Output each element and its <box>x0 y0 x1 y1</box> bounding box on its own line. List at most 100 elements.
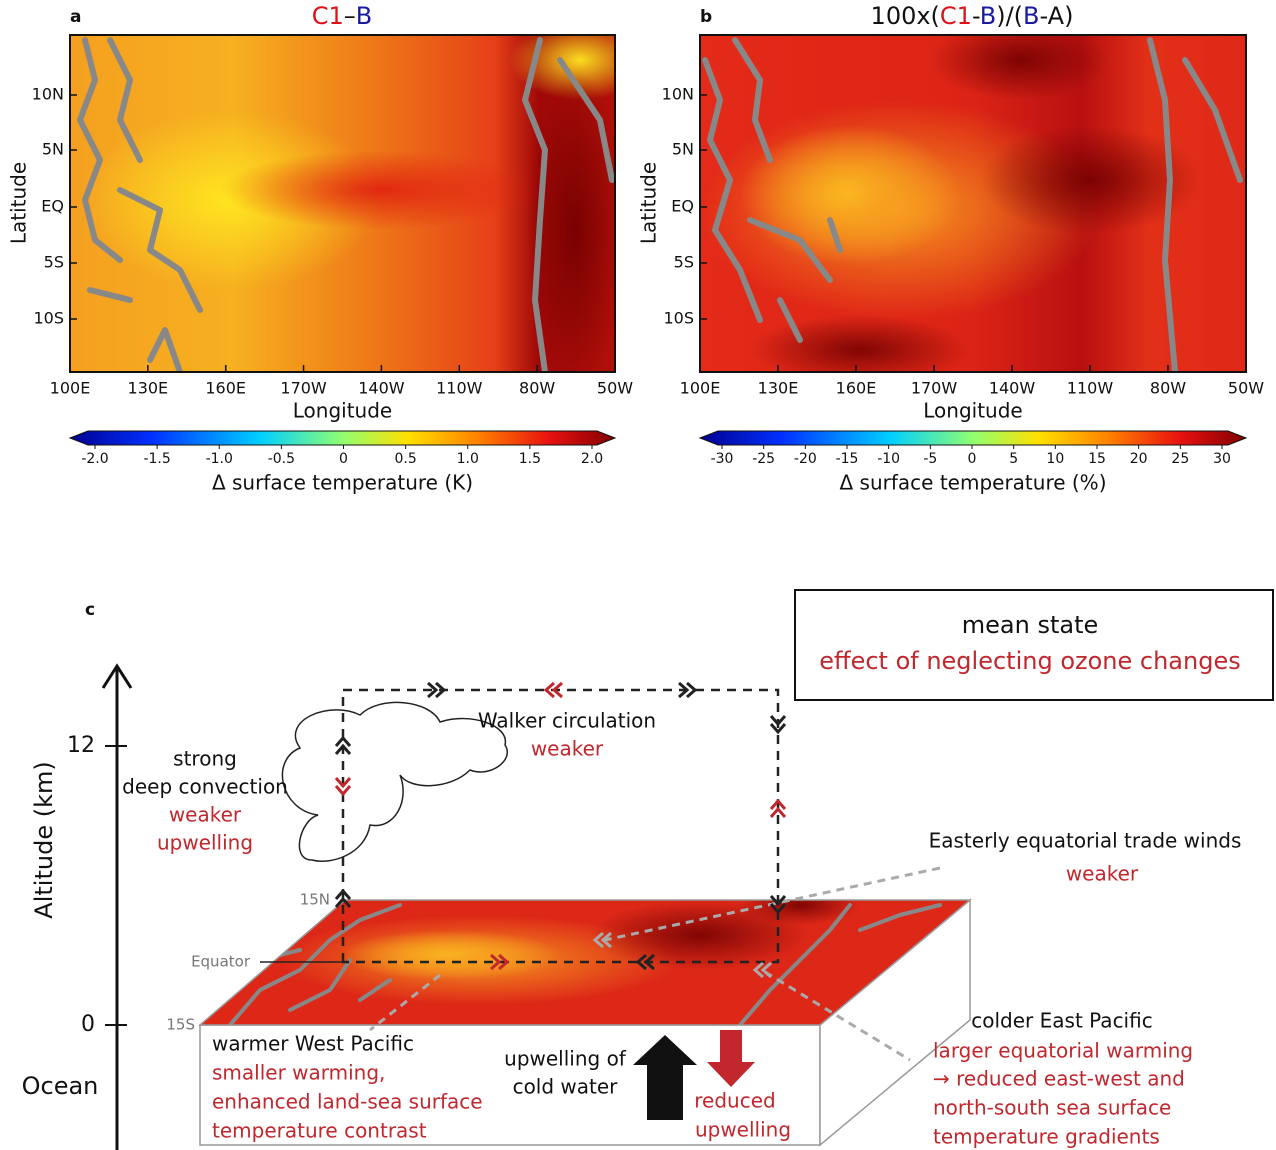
colorbar-tick-label: -10 <box>877 451 900 467</box>
chevron <box>592 931 612 949</box>
axis-label: Latitude <box>7 162 31 244</box>
chevron-stroke <box>769 903 787 915</box>
annotation: → reduced east-west and <box>933 1067 1185 1091</box>
y-tick-label: 10N <box>662 85 694 104</box>
x-tick-label: 160E <box>205 379 246 398</box>
title-part: -A) <box>1040 2 1074 30</box>
reduced-arrow <box>707 1030 755 1087</box>
annotation: Equator <box>191 953 251 971</box>
panel-title: C1–B <box>312 2 373 30</box>
chevron-stroke <box>334 735 352 747</box>
colorbar-tick-label: 0 <box>339 451 348 467</box>
legend-text: effect of neglecting ozone changes <box>819 647 1240 675</box>
x-tick-label: 140W <box>989 379 1036 398</box>
annotation: temperature gradients <box>933 1125 1160 1149</box>
colorbar-tick-label: 15 <box>1088 451 1106 467</box>
colorbar-tick-label: -30 <box>711 451 734 467</box>
colorbar-tick-label: 20 <box>1130 451 1148 467</box>
x-tick-label: 130E <box>128 379 169 398</box>
colorbar-tick-label: 5 <box>1009 451 1018 467</box>
x-tick-label: 100E <box>680 379 721 398</box>
annotation: temperature contrast <box>212 1119 427 1143</box>
annotation: larger equatorial warming <box>933 1039 1193 1063</box>
y-tick-label: 5N <box>672 140 694 159</box>
chevron-stroke <box>334 777 352 789</box>
annotation: smaller warming, <box>212 1061 385 1085</box>
x-tick-label: 50W <box>597 379 633 398</box>
colorbar <box>698 430 1248 446</box>
chevron <box>427 681 447 699</box>
colorbar-tick-label: 10 <box>1046 451 1064 467</box>
y-tick-label: 5S <box>44 253 64 272</box>
x-tick-label: 170W <box>911 379 958 398</box>
colorbar-tick-label: -15 <box>836 451 859 467</box>
panel-label: a <box>70 7 81 27</box>
annotation: weaker <box>531 737 604 761</box>
chevron-stroke <box>334 785 352 797</box>
chevron-stroke <box>686 681 698 699</box>
x-tick-label: 110W <box>436 379 483 398</box>
colorbar-tick-label: -20 <box>794 451 817 467</box>
annotation: Walker circulation <box>478 709 656 733</box>
annotation: north-south sea surface <box>933 1096 1171 1120</box>
chevron-stroke <box>678 681 690 699</box>
colorbar <box>68 430 617 446</box>
title-part: C1 <box>312 2 344 30</box>
chevron-stroke <box>543 681 555 699</box>
colorbar-tick-label: -1.5 <box>143 451 170 467</box>
chevron-stroke <box>643 953 655 971</box>
y-tick-label: 10S <box>33 309 64 328</box>
x-tick-label: 110W <box>1067 379 1114 398</box>
chevron <box>678 681 698 699</box>
box-top-edge <box>197 899 973 1026</box>
annotation: colder East Pacific <box>971 1009 1152 1033</box>
x-tick-label: 50W <box>1228 379 1264 398</box>
chevron <box>752 961 772 979</box>
colorbar-tick-label: 0 <box>968 451 977 467</box>
chevron-stroke <box>435 681 447 699</box>
chevron-stroke <box>752 961 764 979</box>
upwelling-arrow <box>633 1035 697 1120</box>
y-tick-label: EQ <box>671 197 694 216</box>
title-part: – <box>344 2 356 30</box>
chevron-stroke <box>769 895 787 907</box>
chevron <box>635 953 655 971</box>
axis-label: Longitude <box>923 399 1022 423</box>
chevron-stroke <box>769 723 787 735</box>
legend-text: mean state <box>962 611 1099 639</box>
x-tick-label: 100E <box>50 379 91 398</box>
chevron <box>543 681 563 699</box>
chevron-stroke <box>600 931 612 949</box>
plot-frame <box>699 34 1247 373</box>
chevron-stroke <box>592 931 604 949</box>
colorbar-tick-label: 25 <box>1171 451 1189 467</box>
walker-loop <box>341 688 780 964</box>
colorbar-tick-label: -2.0 <box>81 451 108 467</box>
chevron-stroke <box>334 888 352 900</box>
chevron-stroke <box>334 743 352 755</box>
x-tick-label: 80W <box>519 379 555 398</box>
chevron-stroke <box>490 953 502 971</box>
annotation: weaker <box>169 803 242 827</box>
axis-tick-label: 12 <box>67 733 95 758</box>
annotation: deep convection <box>122 775 288 799</box>
plot-frame <box>69 34 616 373</box>
colorbar-tick-label: 1.5 <box>519 451 541 467</box>
annotation: weaker <box>1066 862 1139 886</box>
annotation: enhanced land-sea surface <box>212 1090 483 1114</box>
annotation: upwelling of <box>504 1047 627 1071</box>
y-tick-label: EQ <box>41 197 64 216</box>
x-tick-label: 80W <box>1150 379 1186 398</box>
x-tick-label: 160E <box>836 379 877 398</box>
colorbar-tick-label: -25 <box>752 451 775 467</box>
panel-label: c <box>85 600 95 620</box>
cloud <box>281 701 508 862</box>
panel-title: 100x(C1-B)/(B-A) <box>871 2 1074 30</box>
chevron <box>334 735 352 755</box>
chevron <box>769 895 787 915</box>
chevron-stroke <box>427 681 439 699</box>
legend-box <box>794 589 1274 701</box>
axis-arrow <box>101 663 133 689</box>
annotation: upwelling <box>695 1118 791 1142</box>
